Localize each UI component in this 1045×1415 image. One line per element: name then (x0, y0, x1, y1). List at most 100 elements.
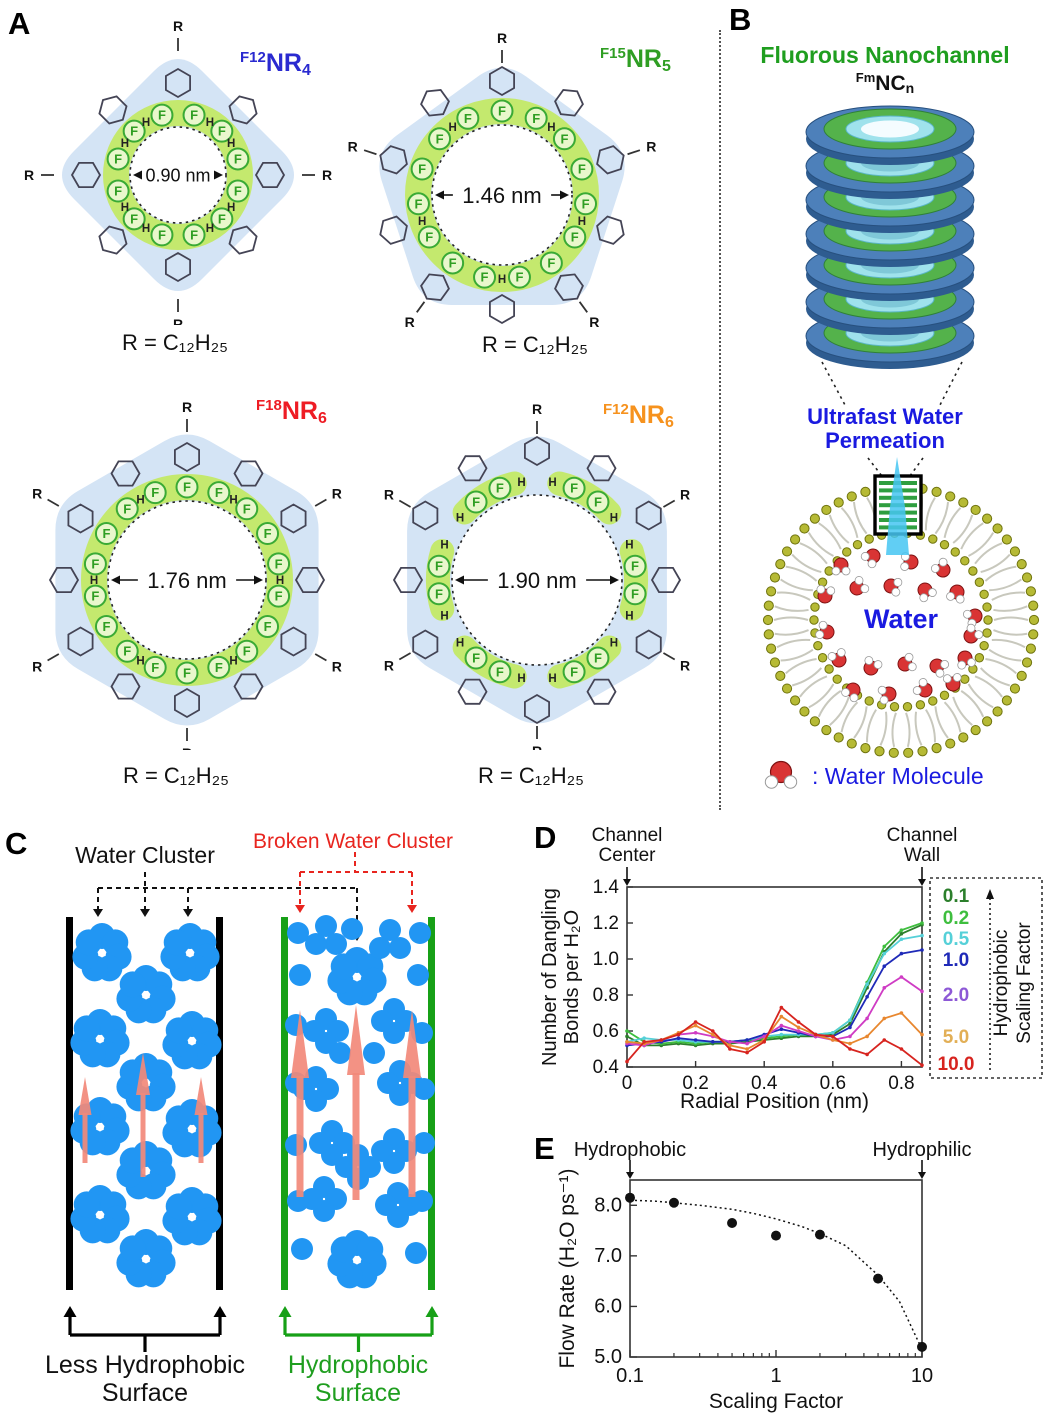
svg-text:F: F (496, 481, 504, 496)
svg-text:H: H (547, 122, 555, 134)
panel-c-label: C (5, 826, 28, 861)
svg-text:H: H (121, 202, 129, 214)
svg-text:H: H (142, 117, 150, 129)
panel-a-b-divider (719, 30, 721, 810)
svg-text:F: F (91, 556, 99, 571)
svg-text:R: R (24, 167, 34, 183)
svg-text:F: F (102, 526, 110, 541)
svg-text:H: H (610, 513, 618, 525)
svg-text:R: R (322, 167, 332, 183)
svg-text:Channel: Channel (887, 825, 958, 846)
broken-water-cluster-label: Broken Water Cluster (253, 830, 453, 853)
svg-text:H: H (456, 513, 464, 525)
svg-text:Center: Center (598, 845, 656, 866)
svg-text:0.4: 0.4 (751, 1073, 778, 1094)
svg-text:R: R (646, 138, 656, 154)
svg-text:F: F (190, 108, 198, 123)
svg-text:R: R (405, 314, 415, 330)
svg-text:H: H (136, 656, 144, 668)
svg-text:H: H (229, 656, 237, 668)
svg-text:1.0: 1.0 (593, 949, 619, 970)
macrocycle-drawing: FFHHFFHHFFHHFFHHFFHHFFHHRRRRRR1.90 nm (384, 401, 690, 759)
svg-text:R: R (348, 138, 358, 154)
svg-text:H: H (517, 477, 525, 489)
svg-text:0.1: 0.1 (943, 886, 970, 907)
svg-text:F: F (449, 255, 457, 270)
svg-text:F: F (130, 124, 138, 139)
svg-text:2.0: 2.0 (943, 985, 969, 1006)
svg-text:H: H (548, 673, 556, 685)
svg-text:F: F (215, 660, 223, 675)
svg-text:H: H (610, 637, 618, 649)
svg-text:F: F (218, 211, 226, 226)
svg-text:H: H (142, 223, 150, 235)
ring-stack-drawing (805, 105, 975, 369)
svg-text:0.5: 0.5 (943, 929, 970, 950)
water-molecule-legend-text: : Water Molecule (812, 762, 984, 789)
connector-dotted-lines (821, 361, 963, 481)
water-molecule-icon (764, 760, 798, 789)
svg-text:6.0: 6.0 (594, 1295, 622, 1317)
svg-text:F: F (571, 230, 579, 245)
svg-text:F: F (123, 644, 131, 659)
svg-text:R: R (173, 316, 183, 325)
macrocycle-f18nr6-name: F18NR6 (256, 397, 327, 427)
svg-text:F: F (472, 651, 480, 666)
svg-text:1.76 nm: 1.76 nm (147, 568, 227, 593)
svg-text:H: H (418, 216, 426, 228)
svg-text:F: F (215, 485, 223, 500)
svg-text:R: R (32, 659, 42, 675)
vesicle-diagram: Water (755, 452, 1045, 792)
svg-text:1.4: 1.4 (593, 877, 620, 898)
svg-text:F: F (183, 480, 191, 495)
nanochannel-formula: FmNCn (855, 70, 915, 96)
svg-text:Flow Rate (H₂O ps⁻¹): Flow Rate (H₂O ps⁻¹) (556, 1168, 579, 1368)
svg-text:H: H (136, 494, 144, 506)
svg-text:F: F (243, 644, 251, 659)
svg-text:H: H (625, 610, 633, 622)
svg-text:R: R (182, 745, 192, 750)
macrocycle-f15nr5-name: F15NR5 (600, 45, 671, 75)
svg-text:H: H (625, 540, 633, 552)
svg-text:R: R (680, 658, 690, 674)
svg-text:F: F (158, 227, 166, 242)
svg-text:1.90 nm: 1.90 nm (497, 568, 577, 593)
svg-text:Hydrophobic: Hydrophobic (991, 930, 1012, 1037)
svg-text:Bonds per H₂O: Bonds per H₂O (561, 910, 583, 1045)
svg-text:F: F (418, 162, 426, 177)
svg-text:0.8: 0.8 (593, 985, 619, 1006)
svg-text:H: H (448, 122, 456, 134)
svg-text:F: F (435, 559, 443, 574)
svg-text:F: F (515, 270, 523, 285)
svg-text:10: 10 (911, 1365, 933, 1387)
svg-text:0.90 nm: 0.90 nm (145, 165, 210, 185)
svg-text:H: H (578, 216, 586, 228)
svg-text:Channel: Channel (592, 825, 663, 846)
svg-text:0.6: 0.6 (820, 1073, 846, 1094)
svg-text:0.2: 0.2 (943, 908, 969, 929)
svg-text:F: F (190, 227, 198, 242)
svg-text:F: F (532, 111, 540, 126)
svg-text:10.0: 10.0 (938, 1054, 975, 1075)
macrocycle-f12nr6-caption: R = C₁₂H₂₅ (477, 763, 585, 788)
svg-text:F: F (275, 556, 283, 571)
svg-text:F: F (560, 131, 568, 146)
svg-text:F: F (464, 111, 472, 126)
water-channel-comparison (0, 825, 520, 1365)
svg-text:F: F (102, 619, 110, 634)
svg-text:0.4: 0.4 (593, 1057, 620, 1078)
svg-text:Hydrophilic: Hydrophilic (873, 1139, 972, 1161)
svg-text:F: F (498, 104, 506, 119)
svg-text:F: F (594, 494, 602, 509)
macrocycle-f18nr6-caption: R = C₁₂H₂₅ (122, 763, 230, 788)
macrocycle-f12nr4-name: F12NR4 (240, 49, 311, 79)
svg-text:F: F (631, 559, 639, 574)
svg-text:5.0: 5.0 (943, 1027, 969, 1048)
svg-text:F: F (631, 586, 639, 601)
svg-text:F: F (130, 211, 138, 226)
macrocycle-f12nr6-structure: FFHHFFHHFFHHFFHHFFHHFFHHRRRRRR1.90 nm (362, 390, 717, 759)
svg-text:H: H (206, 223, 214, 235)
water-cluster-label: Water Cluster (75, 842, 215, 868)
